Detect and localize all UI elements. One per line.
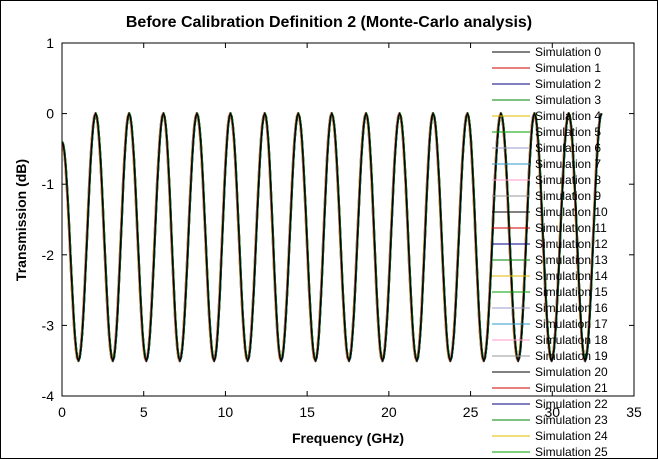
legend-entry: Simulation 14 [535, 269, 608, 283]
x-tick-label: 35 [626, 404, 642, 420]
legend-entry: Simulation 1 [535, 61, 601, 75]
y-tick-label: -1 [42, 176, 55, 192]
legend-entry: Simulation 19 [535, 349, 608, 363]
legend-entry: Simulation 9 [535, 189, 601, 203]
legend: Simulation 0 Simulation 1 Simulation 2 Simu… [492, 45, 608, 459]
x-tick-label: 15 [299, 404, 315, 420]
x-tick-label: 25 [463, 404, 479, 420]
x-tick-label: 20 [381, 404, 397, 420]
legend-entry: Simulation 10 [535, 205, 608, 219]
y-tick-label: 1 [46, 35, 54, 51]
series-line-9 [62, 111, 603, 362]
y-tick-label: 0 [46, 106, 54, 122]
x-tick-label: 5 [140, 404, 148, 420]
legend-entry: Simulation 4 [535, 109, 601, 123]
legend-entry: Simulation 5 [535, 125, 601, 139]
legend-entry: Simulation 7 [535, 157, 601, 171]
legend-entry: Simulation 20 [535, 365, 608, 379]
legend-entry: Simulation 23 [535, 413, 608, 427]
legend-entry: Simulation 16 [535, 301, 608, 315]
legend-entry: Simulation 2 [535, 77, 601, 91]
y-axis-label: Transmission (dB) [13, 159, 29, 281]
legend-entry: Simulation 12 [535, 237, 608, 251]
legend-entry: Simulation 11 [535, 221, 607, 235]
y-tick-label: -4 [42, 388, 55, 404]
chart-title: Before Calibration Definition 2 (Monte-C… [126, 14, 532, 31]
legend-entry: Simulation 18 [535, 333, 608, 347]
legend-entry: Simulation 21 [535, 381, 608, 395]
legend-entry: Simulation 8 [535, 173, 601, 187]
legend-entry: Simulation 13 [535, 253, 608, 267]
legend-entry: Simulation 15 [535, 285, 608, 299]
y-tick-label: -2 [42, 247, 55, 263]
legend-entry: Simulation 24 [535, 429, 608, 443]
x-tick-label: 10 [218, 404, 234, 420]
x-axis-label: Frequency (GHz) [292, 430, 404, 446]
legend-entry: Simulation 3 [535, 93, 601, 107]
legend-entry: Simulation 0 [535, 45, 601, 59]
plot-area [61, 42, 635, 397]
legend-entry: Simulation 25 [535, 445, 608, 459]
y-tick-label: -3 [42, 317, 55, 333]
legend-entry: Simulation 6 [535, 141, 601, 155]
legend-entry: Simulation 22 [535, 397, 608, 411]
series-line-0 [62, 111, 602, 362]
x-tick-label: 0 [58, 404, 66, 420]
plot-series-group [62, 111, 603, 363]
x-tick-label: 30 [544, 404, 560, 420]
legend-entry: Simulation 17 [535, 317, 608, 331]
